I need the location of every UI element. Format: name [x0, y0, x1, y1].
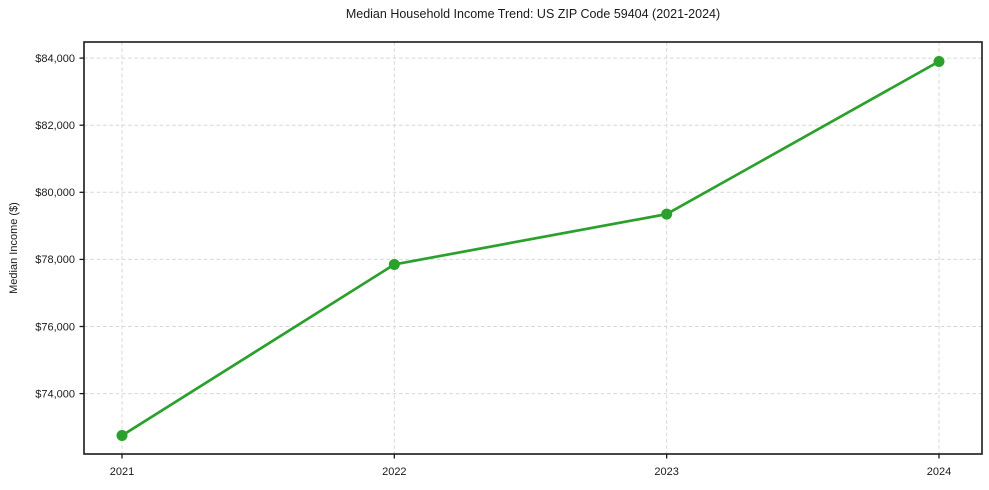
- data-point-marker: [933, 55, 945, 67]
- y-tick-label: $76,000: [35, 321, 75, 333]
- y-tick-label: $74,000: [35, 388, 75, 400]
- y-tick-label: $84,000: [35, 53, 75, 65]
- x-tick-label: 2023: [654, 466, 678, 478]
- y-tick-label: $82,000: [35, 120, 75, 132]
- data-point-marker: [388, 258, 400, 270]
- data-point-marker: [661, 208, 673, 220]
- plot-border: [83, 41, 983, 455]
- x-tick-label: 2022: [382, 466, 406, 478]
- y-tick-label: $78,000: [35, 254, 75, 266]
- chart-title: Median Household Income Trend: US ZIP Co…: [345, 7, 721, 21]
- income-trend-line: [120, 60, 941, 437]
- x-tick-label: 2021: [110, 466, 134, 478]
- x-tick-label: 2024: [927, 466, 951, 478]
- data-point-marker: [116, 430, 128, 442]
- y-tick-label: $80,000: [35, 187, 75, 199]
